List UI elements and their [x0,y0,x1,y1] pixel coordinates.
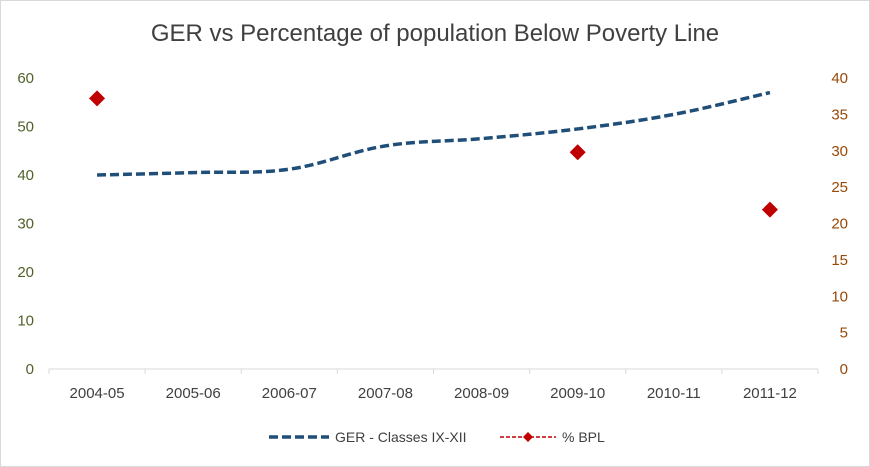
x-tick-label: 2007-08 [358,385,413,402]
left-tick-label: 40 [17,167,34,184]
x-tick-label: 2009-10 [550,385,605,402]
bpl-diamond-marker [89,90,106,107]
x-tick-label: 2004-05 [70,385,125,402]
right-tick-label: 35 [831,106,848,123]
right-tick-label: 0 [840,361,848,378]
left-tick-label: 20 [17,264,34,281]
left-tick-label: 30 [17,216,34,233]
bpl-diamond-marker [569,144,586,161]
left-tick-label: 60 [17,70,34,87]
x-tick-label: 2006-07 [262,385,317,402]
right-tick-label: 30 [831,143,848,160]
left-axis-ticks: 0 10 20 30 40 50 60 [17,70,34,378]
right-tick-label: 40 [831,70,848,87]
left-tick-label: 50 [17,119,34,136]
legend-swatch-bpl-marker [523,432,533,442]
x-tick-label: 2008-09 [454,385,509,402]
chart-title: GER vs Percentage of population Below Po… [150,20,720,47]
x-tick-label: 2005-06 [166,385,221,402]
series-layer [89,90,778,218]
left-tick-label: 0 [26,361,34,378]
right-tick-label: 10 [831,288,848,305]
right-tick-label: 5 [840,325,848,342]
x-axis-ticks: 2004-05 2005-06 2006-07 2007-08 2008-09 2009-… [48,369,819,402]
right-tick-label: 25 [831,179,848,196]
legend-label-bpl: % BPL [562,429,605,445]
legend-label-ger: GER - Classes IX-XII [335,429,466,445]
x-tick-label: 2010-11 [647,385,701,402]
right-tick-label: 20 [831,216,848,233]
left-tick-label: 10 [17,313,34,330]
legend: GER - Classes IX-XII % BPL [269,429,605,445]
series-line-ger [97,90,771,177]
x-tick-label: 2011-12 [743,385,797,402]
bpl-diamond-marker [761,201,778,218]
right-axis-ticks: 0 5 10 15 20 25 30 35 40 [831,70,848,378]
right-tick-label: 15 [831,252,848,269]
